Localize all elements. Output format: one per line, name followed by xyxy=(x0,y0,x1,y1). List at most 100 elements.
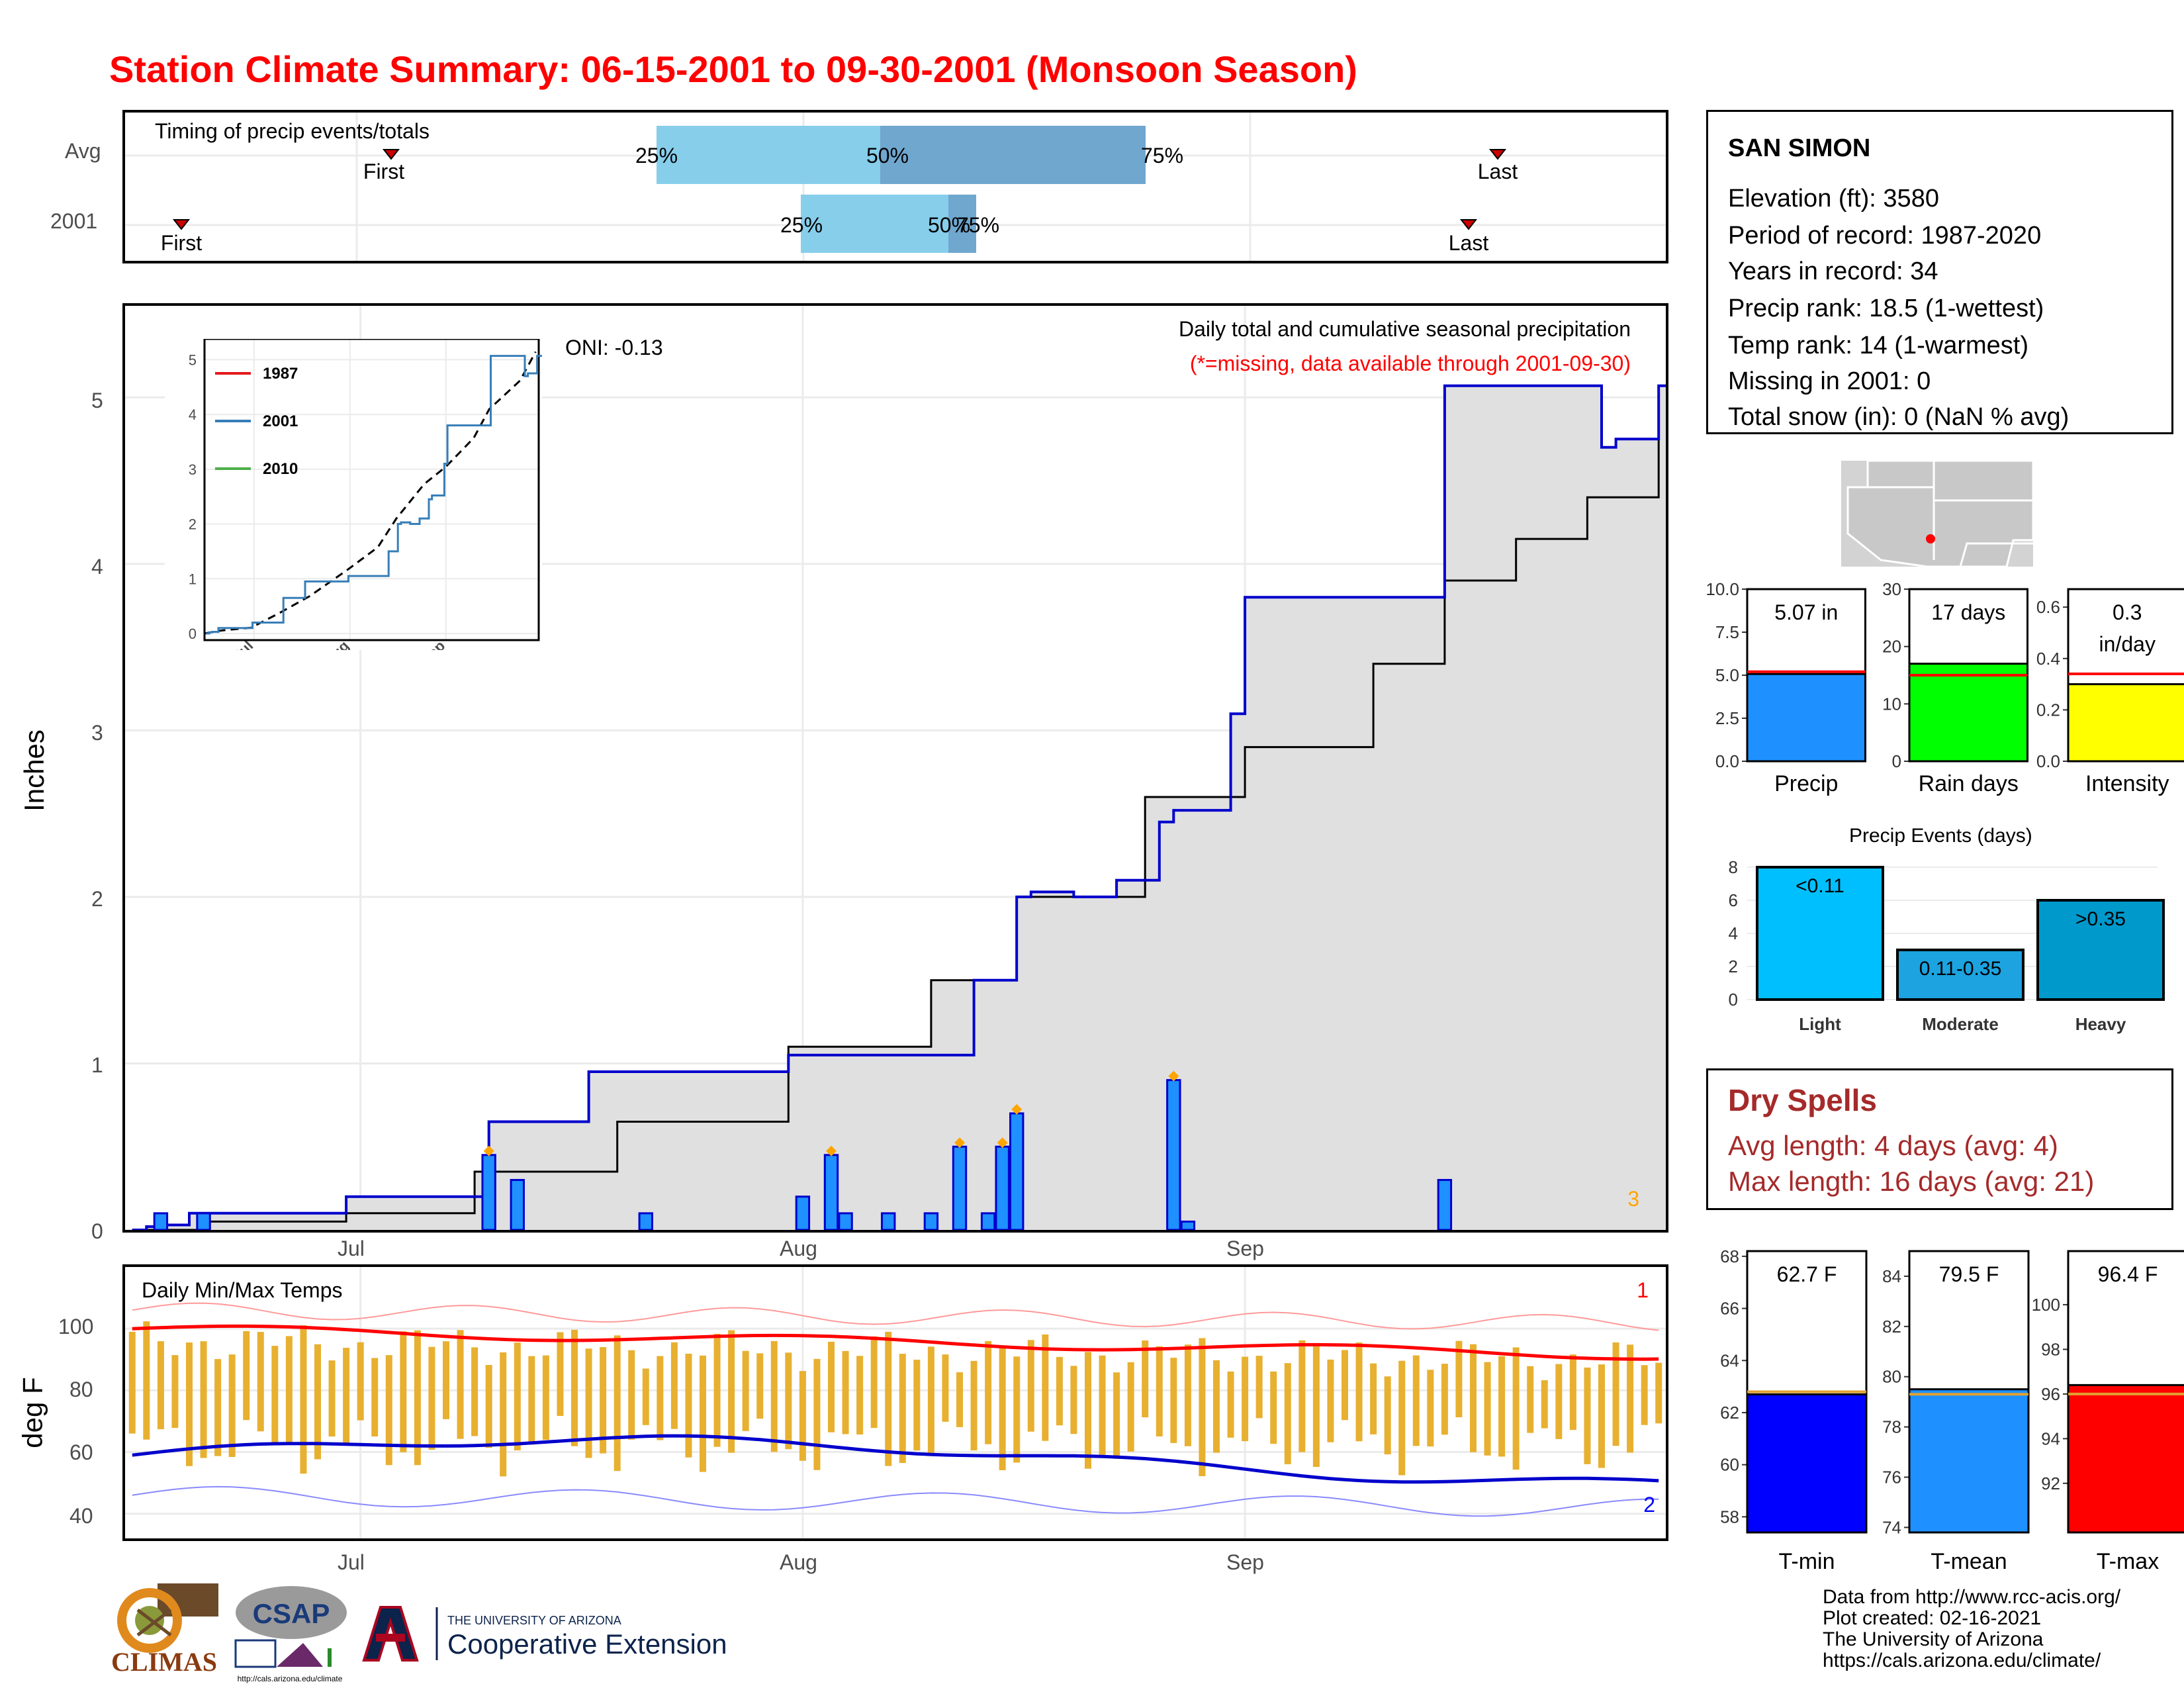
tbar-ytick: 96 xyxy=(2041,1384,2060,1404)
temp-chart: Daily Min/Max Temps 1 2 xyxy=(125,1267,1666,1538)
precip-note-1: Daily total and cumulative seasonal prec… xyxy=(1179,317,1631,341)
main-ytick-5: 5 xyxy=(91,389,103,412)
daily-temp-bar xyxy=(271,1346,279,1445)
daily-temp-bar xyxy=(371,1358,379,1436)
daily-temp-bar xyxy=(1541,1380,1548,1429)
temp-label: Daily Min/Max Temps xyxy=(142,1278,342,1302)
daily-temp-bar xyxy=(1412,1355,1420,1446)
daily-temp-bar xyxy=(400,1331,407,1452)
events-ytick: 8 xyxy=(1729,857,1738,877)
daily-temp-bar xyxy=(1184,1344,1191,1446)
inset-legend-1987: 1987 xyxy=(263,365,298,383)
mini-value-bar xyxy=(1746,673,1866,763)
daily-precip-bar xyxy=(823,1154,839,1230)
daily-temp-bar xyxy=(942,1354,949,1422)
daily-temp-bar xyxy=(1398,1360,1406,1476)
station-temp-rank: Temp rank: 14 (1-warmest) xyxy=(1728,332,2029,359)
daily-temp-bar xyxy=(357,1342,364,1421)
daily-temp-bar xyxy=(642,1368,649,1425)
daily-temp-bar xyxy=(443,1341,449,1419)
tbar-value-label: 79.5 F xyxy=(1939,1262,1999,1286)
mini-axis-label: Rain days xyxy=(1919,771,2019,796)
daily-temp-bar xyxy=(713,1333,721,1447)
event-bar-label: >0.35 xyxy=(2075,908,2126,930)
daily-temp-bar xyxy=(1427,1370,1434,1447)
daily-temp-bar xyxy=(1555,1364,1563,1439)
station-missing: Missing in 2001: 0 xyxy=(1728,367,1931,395)
inset-legend-2010: 2010 xyxy=(263,460,298,478)
daily-temp-bar xyxy=(870,1336,878,1429)
y2001-q50: 50% xyxy=(928,213,970,237)
avg-q75: 75% xyxy=(1141,144,1183,167)
temp-panel: Daily Min/Max Temps 1 2 xyxy=(122,1264,1668,1541)
record-min-line xyxy=(132,1485,1659,1517)
temp-ytick-80: 80 xyxy=(69,1378,93,1401)
daily-temp-bar xyxy=(1327,1359,1334,1442)
daily-temp-bar xyxy=(1113,1372,1120,1459)
inset-ytick: 2 xyxy=(189,516,197,533)
mini-ytick: 2.5 xyxy=(1715,708,1739,728)
daily-temp-bar xyxy=(1455,1340,1463,1418)
oni-value: ONI: -0.13 xyxy=(565,336,663,359)
daily-temp-bar xyxy=(1056,1356,1063,1426)
inset-legend-2001: 2001 xyxy=(263,412,298,430)
daily-temp-bar xyxy=(856,1356,864,1435)
station-location-dot xyxy=(1926,534,1935,543)
daily-temp-bar xyxy=(657,1356,664,1440)
tbar-value-label: 96.4 F xyxy=(2098,1262,2158,1286)
daily-temp-bar xyxy=(600,1347,607,1454)
daily-temp-bar xyxy=(1170,1358,1177,1443)
main-ytick-0: 0 xyxy=(91,1219,103,1243)
daily-temp-bar xyxy=(728,1330,735,1453)
daily-temp-bar xyxy=(228,1354,236,1457)
tbar-ytick: 68 xyxy=(1720,1246,1739,1266)
temp-xtick-aug: Aug xyxy=(780,1550,817,1574)
daily-temp-bar xyxy=(1484,1362,1491,1456)
daily-temp-bar xyxy=(628,1350,635,1440)
avg-q1-bar xyxy=(657,126,880,184)
avg-q50: 50% xyxy=(866,144,909,167)
ua-logo: THE UNIVERSITY OF ARIZONA Cooperative Ex… xyxy=(362,1606,727,1662)
precip-main-chart: Daily total and cumulative seasonal prec… xyxy=(125,306,1666,1230)
daily-temp-bar xyxy=(1298,1340,1306,1452)
max-day-marker xyxy=(997,1137,1008,1149)
record-max-line xyxy=(132,1302,1659,1331)
daily-temp-bar xyxy=(542,1355,549,1440)
daily-temp-bar xyxy=(414,1330,421,1466)
mini-ytick: 0.0 xyxy=(2036,751,2060,771)
footer-source: Data from http://www.rcc-acis.org/ xyxy=(1823,1586,2121,1608)
max-day-marker xyxy=(1168,1070,1179,1082)
daily-precip-bar xyxy=(638,1212,653,1230)
daily-temp-bar xyxy=(343,1348,350,1444)
station-years: Years in record: 34 xyxy=(1728,258,1938,285)
daily-precip-bar xyxy=(196,1212,211,1230)
daily-temp-bar xyxy=(1655,1362,1662,1424)
mini-ytick: 10.0 xyxy=(1706,579,1739,599)
event-bar xyxy=(1756,866,1884,1001)
daily-temp-bar xyxy=(1370,1363,1377,1434)
avg-first-marker xyxy=(382,149,400,160)
daily-temp-bar xyxy=(1569,1354,1576,1430)
daily-temp-bar xyxy=(1598,1364,1605,1468)
inset-ytick: 1 xyxy=(189,571,197,587)
daily-temp-bar xyxy=(1199,1338,1206,1477)
daily-temp-bar xyxy=(157,1341,164,1430)
temp-count-bottom: 2 xyxy=(1643,1493,1655,1517)
daily-temp-bar xyxy=(970,1360,978,1451)
tbar-ytick: 78 xyxy=(1882,1417,1901,1437)
daily-precip-bar xyxy=(980,1212,996,1230)
daily-temp-bar xyxy=(1142,1340,1149,1418)
events-ytick: 0 xyxy=(1729,990,1738,1009)
daily-precip-bar xyxy=(1009,1112,1024,1230)
max-day-marker xyxy=(483,1145,494,1156)
events-ytick: 6 xyxy=(1729,890,1738,910)
daily-temp-bar xyxy=(1627,1344,1634,1453)
avg-last-marker xyxy=(1488,149,1507,160)
daily-temp-bar xyxy=(1242,1356,1249,1442)
tbar-axis-label: T-min xyxy=(1779,1549,1835,1574)
inset-legend: 1987 2001 2010 xyxy=(215,365,298,478)
daily-temp-bar xyxy=(1255,1356,1263,1419)
footer-credits: Data from http://www.rcc-acis.org/ Plot … xyxy=(1823,1587,2120,1671)
daily-temp-bar xyxy=(200,1341,207,1458)
tbar-ytick: 58 xyxy=(1720,1507,1739,1526)
